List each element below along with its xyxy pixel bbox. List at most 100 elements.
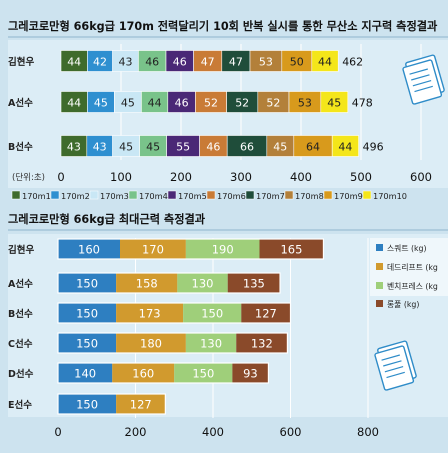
chart1-data-label: 44	[338, 141, 352, 154]
chart1-legend-label: 170m3	[100, 191, 129, 201]
chart2-data-label: 135	[243, 277, 265, 291]
chart2-legend-swatch	[376, 263, 383, 270]
chart2-bar-outline	[57, 362, 270, 384]
chart1-data-label: 45	[146, 141, 160, 154]
chart1-data-label: 43	[67, 141, 81, 154]
chart2-bar-segment	[185, 239, 260, 259]
document-text-line	[409, 68, 428, 75]
chart1-legend-swatch	[89, 190, 99, 200]
chart1-bar-segment	[320, 91, 349, 113]
chart2-legend-label: 데드리프트 (kg	[387, 263, 438, 272]
chart1-legend-swatch	[245, 190, 255, 200]
chart1-legend-label: 170m2	[61, 191, 90, 201]
chart2-bar-segment	[58, 363, 113, 383]
chart2-bar-segment	[183, 303, 242, 323]
chart2-data-label: 93	[243, 367, 258, 381]
chart1-data-label: 66	[240, 141, 254, 154]
chart1-data-label: 44	[67, 56, 81, 69]
chart2-category-label: D선수	[8, 368, 34, 380]
chart1-data-label: 45	[94, 97, 108, 110]
chart1-data-label: 46	[173, 56, 187, 69]
chart2-data-label: 150	[192, 367, 214, 381]
chart2-bar-segment	[58, 303, 117, 323]
chart2-title: 그레코로만형 66kg급 최대근력 측정결과	[8, 212, 206, 226]
chart2-data-label: 180	[140, 337, 162, 351]
chart1-xtick-label: 500	[350, 170, 372, 184]
chart2-data-label: 160	[132, 367, 154, 381]
chart1-xtick-label: 100	[110, 170, 132, 184]
document-stack-icon	[402, 54, 445, 105]
document-text-line	[381, 354, 400, 361]
document-text-line	[414, 85, 433, 93]
chart2-category-label: C선수	[8, 338, 33, 350]
chart1-bar-segment	[311, 50, 339, 72]
chart2-bar-segment	[227, 273, 281, 293]
chart1-xtick-label: 200	[170, 170, 192, 184]
chart1-data-label: 47	[229, 56, 243, 69]
chart2-bar-outline	[57, 302, 292, 324]
chart2-bar-segment	[177, 273, 228, 293]
chart1-data-label: 45	[273, 141, 287, 154]
document-text-line	[412, 79, 432, 87]
chart1-legend-swatch	[323, 190, 333, 200]
chart2-bar-segment	[116, 333, 186, 353]
chart1-data-label: 46	[145, 56, 159, 69]
chart1-data-label: 47	[201, 56, 215, 69]
chart1-data-label: 43	[119, 56, 133, 69]
chart2-data-label: 150	[76, 398, 98, 412]
chart2-legend-swatch	[376, 300, 383, 307]
chart1-xtick-label: 0	[57, 170, 64, 184]
chart2-bar-segment	[116, 394, 166, 414]
chart2-xtick-label: 800	[357, 425, 379, 439]
chart1-legend-swatch	[128, 190, 138, 200]
chart1-legend-swatch	[362, 190, 372, 200]
chart1-data-label: 45	[327, 97, 341, 110]
chart2-category-label: A선수	[8, 278, 33, 290]
document-front-sheet	[402, 59, 443, 105]
chart1-data-label: 46	[206, 141, 220, 154]
chart2-data-label: 132	[251, 337, 273, 351]
chart1-legend-label: 170m5	[178, 191, 207, 201]
chart2-bar-segment	[185, 333, 237, 353]
chart1-data-label: 46	[175, 97, 189, 110]
chart2-legend-label: 롱풀 (kg)	[387, 300, 419, 309]
chart1-data-label: 44	[67, 97, 81, 110]
document-text-line	[384, 365, 404, 373]
chart2-bar-segment	[174, 363, 233, 383]
chart1-data-label: 50	[290, 56, 304, 69]
chart2-data-label: 140	[74, 367, 96, 381]
chart2-data-label: 130	[200, 337, 222, 351]
chart2-bar-outline	[57, 332, 288, 354]
chart2-bar-segment	[58, 394, 117, 414]
chart2-legend-swatch	[376, 244, 383, 251]
chart1-total-label: 478	[352, 97, 373, 110]
chart2-bar-outline	[57, 272, 281, 294]
chart2-legend-label: 스쿼트 (kg)	[387, 243, 427, 253]
chart2-data-label: 173	[139, 307, 161, 321]
chart2-data-label: 127	[255, 307, 277, 321]
chart2-xtick-label: 0	[54, 425, 61, 439]
chart1-data-label: 53	[298, 97, 312, 110]
chart1-legend-label: 170m7	[256, 191, 285, 201]
chart2-bar-segment	[58, 333, 117, 353]
chart2-bar-outline	[57, 393, 166, 415]
chart1-legend-label: 170m8	[295, 191, 324, 201]
chart1-xtick-label: 300	[230, 170, 252, 184]
chart2-data-label: 170	[142, 243, 164, 257]
chart2-data-label: 130	[192, 277, 214, 291]
chart1-data-label: 64	[306, 141, 320, 154]
chart1-data-label: 52	[235, 97, 249, 110]
chart2-data-label: 150	[201, 307, 223, 321]
chart2-legend-label: 벤치프레스 (kg	[387, 281, 438, 291]
chart1-data-label: 44	[148, 97, 162, 110]
chart2-xtick-label: 200	[125, 425, 147, 439]
chart2-xtick-label: 400	[202, 425, 224, 439]
chart1-total-label: 496	[363, 141, 384, 154]
chart2-bar-segment	[236, 333, 288, 353]
chart1-data-label: 45	[121, 97, 135, 110]
chart1-title: 그레코로만형 66kg급 170m 전력달리기 10회 반복 실시를 통한 무산…	[8, 19, 438, 33]
chart1-legend-swatch	[11, 190, 21, 200]
chart1-category-label: B선수	[8, 141, 33, 153]
chart2-data-label: 150	[76, 277, 98, 291]
